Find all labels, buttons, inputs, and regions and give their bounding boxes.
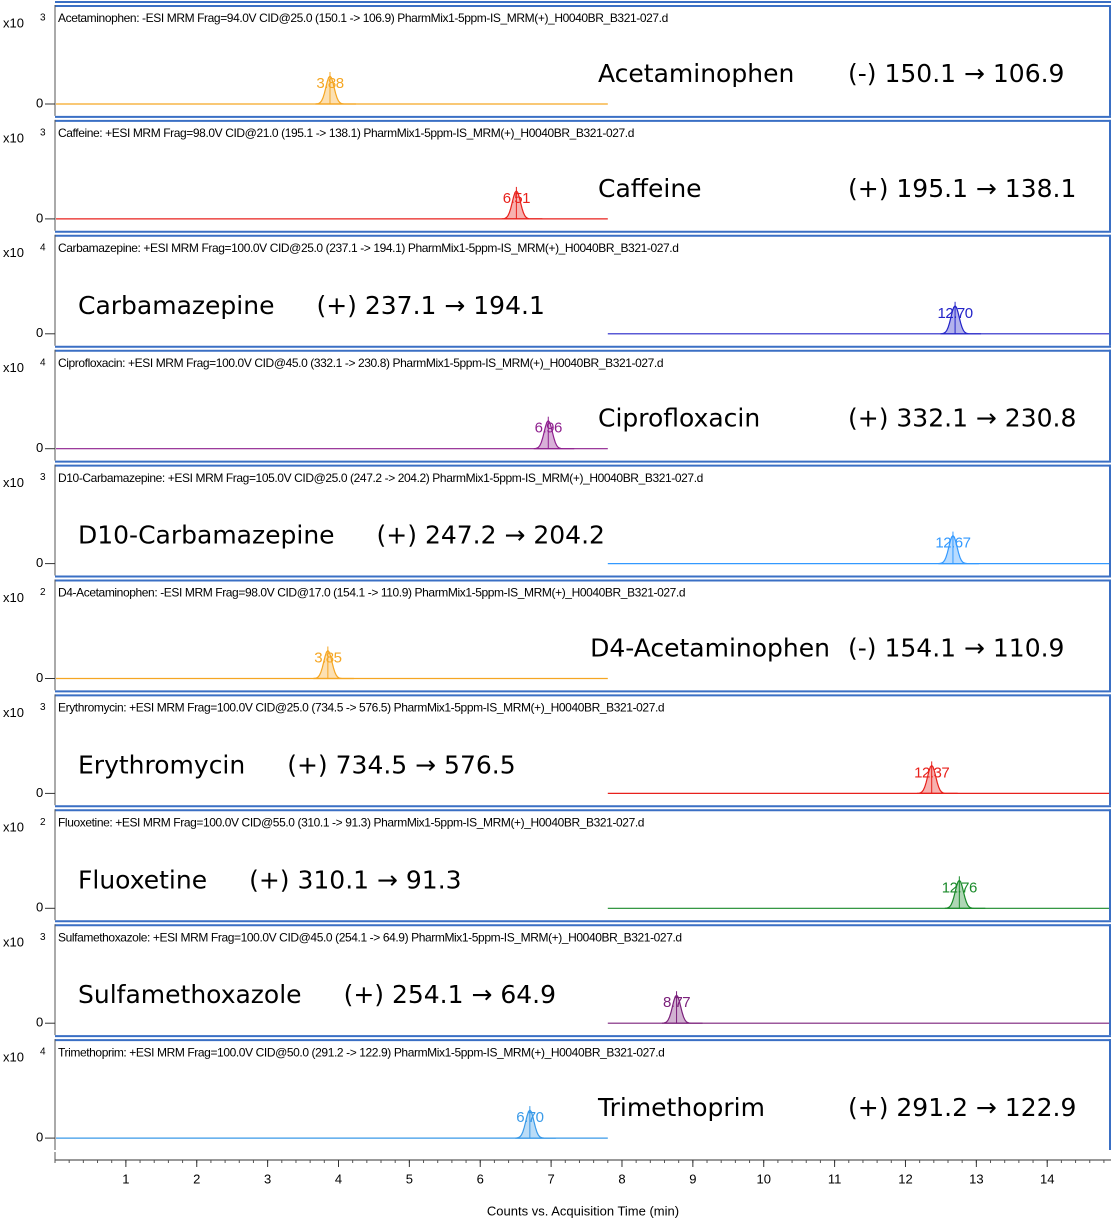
- y-unit: x10: [3, 360, 24, 375]
- y-tick-label: 0: [36, 900, 43, 915]
- x-tick-label: 14: [1040, 1171, 1054, 1186]
- transition: (+) 332.1 → 230.8: [848, 404, 1076, 433]
- x-tick-label: 5: [406, 1171, 413, 1186]
- compound-name: Carbamazepine: [78, 291, 274, 320]
- peak: [938, 534, 979, 565]
- panel-header: Erythromycin: +ESI MRM Frag=100.0V CID@2…: [58, 701, 664, 715]
- compound-name: Fluoxetine: [78, 865, 207, 894]
- y-unit: x10: [3, 1050, 24, 1065]
- panel: Ciprofloxacin: +ESI MRM Frag=100.0V CID@…: [3, 345, 1111, 461]
- x-tick-label: 4: [335, 1171, 342, 1186]
- compound-name: Trimethoprim: [597, 1093, 765, 1122]
- y-tick-label: 0: [36, 670, 43, 685]
- transition: (+) 310.1 → 91.3: [249, 865, 461, 894]
- panel-header: D4-Acetaminophen: -ESI MRM Frag=98.0V CI…: [58, 586, 685, 600]
- panel: Fluoxetine: +ESI MRM Frag=100.0V CID@55.…: [3, 805, 1111, 921]
- x-tick-label: 13: [969, 1171, 983, 1186]
- compound-name: Ciprofloxacin: [598, 404, 760, 433]
- y-unit: x10: [3, 15, 24, 30]
- y-unit: x10: [3, 130, 24, 145]
- x-tick-label: 3: [264, 1171, 271, 1186]
- transition: (+) 254.1 → 64.9: [344, 980, 556, 1009]
- y-exponent: 4: [40, 357, 46, 368]
- peak: [515, 1109, 556, 1139]
- y-exponent: 3: [40, 13, 46, 24]
- y-unit: x10: [3, 705, 24, 720]
- compound-name: D10-Carbamazepine: [78, 521, 335, 550]
- y-exponent: 3: [40, 702, 46, 713]
- peak: [315, 75, 356, 105]
- x-tick-label: 9: [689, 1171, 696, 1186]
- x-axis-label: Counts vs. Acquisition Time (min): [487, 1203, 679, 1218]
- compound-name: Erythromycin: [78, 750, 245, 779]
- transition: (+) 247.2 → 204.2: [377, 521, 605, 550]
- transition: (-) 150.1 → 106.9: [848, 59, 1064, 88]
- panel-header: D10-Carbamazepine: +ESI MRM Frag=105.0V …: [58, 471, 703, 485]
- x-tick-label: 6: [477, 1171, 484, 1186]
- panel-header: Trimethoprim: +ESI MRM Frag=100.0V CID@5…: [58, 1045, 664, 1059]
- y-exponent: 4: [40, 1047, 46, 1058]
- peak: [501, 189, 543, 220]
- y-unit: x10: [3, 820, 24, 835]
- panel: D10-Carbamazepine: +ESI MRM Frag=105.0V …: [3, 460, 1111, 576]
- compound-name: Caffeine: [598, 174, 702, 203]
- compound-name: Sulfamethoxazole: [78, 980, 302, 1009]
- panel: Carbamazepine: +ESI MRM Frag=100.0V CID@…: [3, 230, 1111, 346]
- compound-name: Acetaminophen: [598, 59, 794, 88]
- y-tick-label: 0: [36, 1130, 43, 1145]
- transition: (+) 734.5 → 576.5: [287, 750, 515, 779]
- panel-header: Acetaminophen: -ESI MRM Frag=94.0V CID@2…: [58, 11, 668, 25]
- y-exponent: 3: [40, 472, 46, 483]
- panel: Sulfamethoxazole: +ESI MRM Frag=100.0V C…: [3, 920, 1111, 1036]
- y-exponent: 2: [40, 817, 46, 828]
- y-unit: x10: [3, 475, 24, 490]
- x-tick-label: 2: [193, 1171, 200, 1186]
- transition: (+) 195.1 → 138.1: [848, 174, 1076, 203]
- y-exponent: 2: [40, 587, 46, 598]
- peak: [533, 419, 575, 450]
- y-unit: x10: [3, 590, 24, 605]
- x-tick-label: 1: [122, 1171, 129, 1186]
- transition: (+) 237.1 → 194.1: [316, 291, 544, 320]
- panel-header: Carbamazepine: +ESI MRM Frag=100.0V CID@…: [58, 241, 679, 255]
- panel-header: Fluoxetine: +ESI MRM Frag=100.0V CID@55.…: [58, 815, 644, 829]
- y-tick-label: 0: [36, 1015, 43, 1030]
- y-tick-label: 0: [36, 440, 43, 455]
- compound-name: D4-Acetaminophen: [590, 634, 830, 663]
- transition: (-) 154.1 → 110.9: [848, 634, 1064, 663]
- y-unit: x10: [3, 245, 24, 260]
- y-exponent: 4: [40, 242, 46, 253]
- panel-header: Sulfamethoxazole: +ESI MRM Frag=100.0V C…: [58, 930, 682, 944]
- y-tick-label: 0: [36, 95, 43, 110]
- y-tick-label: 0: [36, 785, 43, 800]
- panel: Caffeine: +ESI MRM Frag=98.0V CID@21.0 (…: [3, 115, 1111, 231]
- panel: D4-Acetaminophen: -ESI MRM Frag=98.0V CI…: [3, 575, 1111, 691]
- x-tick-label: 8: [618, 1171, 625, 1186]
- y-exponent: 3: [40, 932, 46, 943]
- y-exponent: 3: [40, 128, 46, 139]
- y-tick-label: 0: [36, 325, 43, 340]
- panel-header: Caffeine: +ESI MRM Frag=98.0V CID@21.0 (…: [58, 126, 634, 140]
- peak: [917, 764, 958, 794]
- panel-header: Ciprofloxacin: +ESI MRM Frag=100.0V CID@…: [58, 356, 663, 370]
- panel: Trimethoprim: +ESI MRM Frag=100.0V CID@5…: [3, 1035, 1111, 1150]
- peak: [944, 879, 986, 909]
- x-tick-label: 11: [828, 1171, 842, 1186]
- y-unit: x10: [3, 935, 24, 950]
- x-tick-label: 7: [547, 1171, 554, 1186]
- transition: (+) 291.2 → 122.9: [848, 1093, 1076, 1122]
- peak: [940, 304, 982, 335]
- x-tick-label: 12: [898, 1171, 912, 1186]
- panel: Erythromycin: +ESI MRM Frag=100.0V CID@2…: [3, 690, 1111, 806]
- panel: Acetaminophen: -ESI MRM Frag=94.0V CID@2…: [3, 1, 1111, 116]
- y-tick-label: 0: [36, 555, 43, 570]
- peak: [661, 994, 703, 1024]
- peak: [313, 649, 354, 680]
- y-tick-label: 0: [36, 210, 43, 225]
- x-tick-label: 10: [756, 1171, 770, 1186]
